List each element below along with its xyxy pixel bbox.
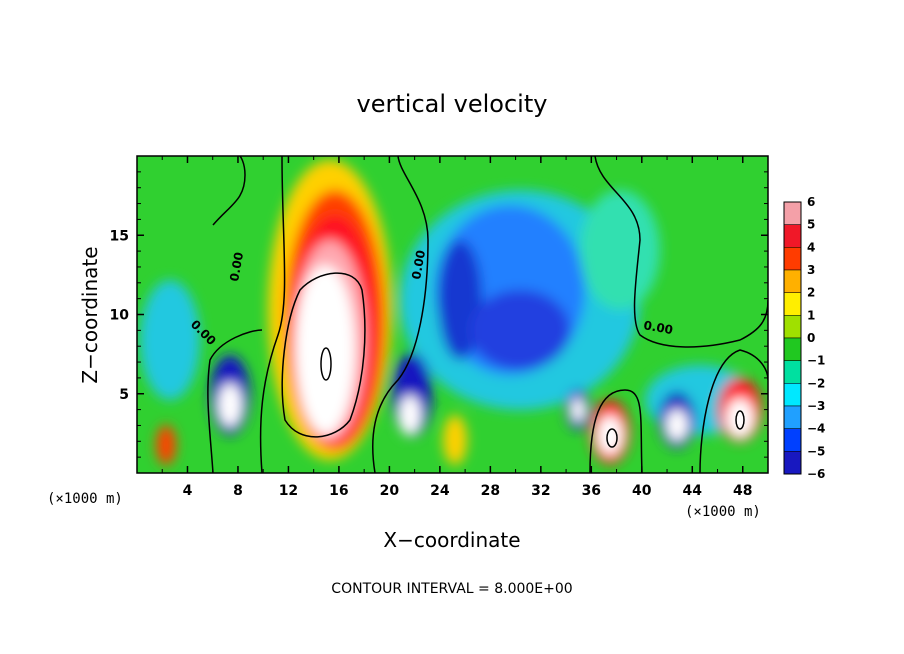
- x-tick-label: 12: [279, 483, 298, 499]
- colorbar-swatch: [783, 337, 802, 361]
- zero-contours: [207, 156, 768, 473]
- colorbar-swatch: [783, 360, 802, 384]
- colorbar-label: 0: [807, 331, 815, 345]
- x-tick-label: 16: [329, 483, 348, 499]
- x-tick-label: 36: [582, 483, 601, 499]
- x-tick-label: 20: [380, 483, 400, 499]
- x-tick-label: 24: [430, 483, 450, 499]
- colorbar-label: −6: [807, 467, 825, 481]
- colorbar-label: 1: [807, 308, 815, 322]
- contour-label: 0.00: [227, 251, 246, 283]
- x-tick-label: 8: [233, 483, 243, 499]
- colorbar-label: 4: [807, 240, 815, 254]
- y-tick-label: 15: [110, 228, 129, 244]
- colorbar-label: −3: [807, 399, 825, 413]
- y-tick-label: 10: [110, 308, 130, 324]
- colorbar-label: −5: [807, 444, 825, 458]
- colorbar-swatch: [783, 224, 802, 248]
- colorbar-label: 6: [807, 195, 815, 209]
- x-tick-label: 4: [183, 483, 193, 499]
- x-tick-label: 32: [531, 483, 550, 499]
- colorbar-label: 5: [807, 218, 815, 232]
- x-unit-right: (×1000 m): [685, 504, 761, 520]
- contour-label: 0.00: [642, 318, 674, 337]
- x-ticks: 4 8 12 16 20 24 28 32 36 40 44 48: [161, 156, 753, 499]
- colorbar: 6 5 4 3 2 1 0 −1 −2 −3 −4 −5 −6: [783, 195, 825, 481]
- y-axis-label: Z−coordinate: [78, 246, 102, 383]
- colorbar-swatch: [783, 315, 802, 339]
- contour-interval-note: CONTOUR INTERVAL = 8.000E+00: [331, 581, 572, 597]
- y-ticks: 5 10 15: [110, 171, 768, 458]
- colorbar-label: 2: [807, 286, 815, 300]
- colorbar-swatch: [783, 247, 802, 271]
- colorbar-label: −1: [807, 354, 825, 368]
- x-tick-label: 44: [683, 483, 703, 499]
- colorbar-swatch: [783, 428, 802, 452]
- colorbar-label: −2: [807, 376, 825, 390]
- colorbar-swatch: [783, 383, 802, 407]
- colorbar-frame: [783, 201, 802, 475]
- x-tick-label: 40: [632, 483, 652, 499]
- x-unit-left: (×1000 m): [47, 491, 123, 507]
- colorbar-label: −4: [807, 422, 825, 436]
- x-tick-label: 28: [481, 483, 500, 499]
- colorbar-swatch: [783, 269, 802, 293]
- contour-label: 0.00: [409, 249, 428, 281]
- colorbar-swatch: [783, 201, 802, 225]
- colorbar-swatch: [783, 405, 802, 429]
- colorbar-swatch: [783, 451, 802, 475]
- x-tick-label: 48: [733, 483, 752, 499]
- field-shading: [140, 160, 762, 465]
- y-tick-label: 5: [119, 387, 129, 403]
- plot-area: 0.00 0.00 0.00 0.00: [137, 156, 768, 473]
- colorbar-swatch: [783, 292, 802, 316]
- colorbar-label: 3: [807, 263, 815, 277]
- chart-title: vertical velocity: [357, 90, 548, 118]
- x-axis-label: X−coordinate: [383, 528, 520, 552]
